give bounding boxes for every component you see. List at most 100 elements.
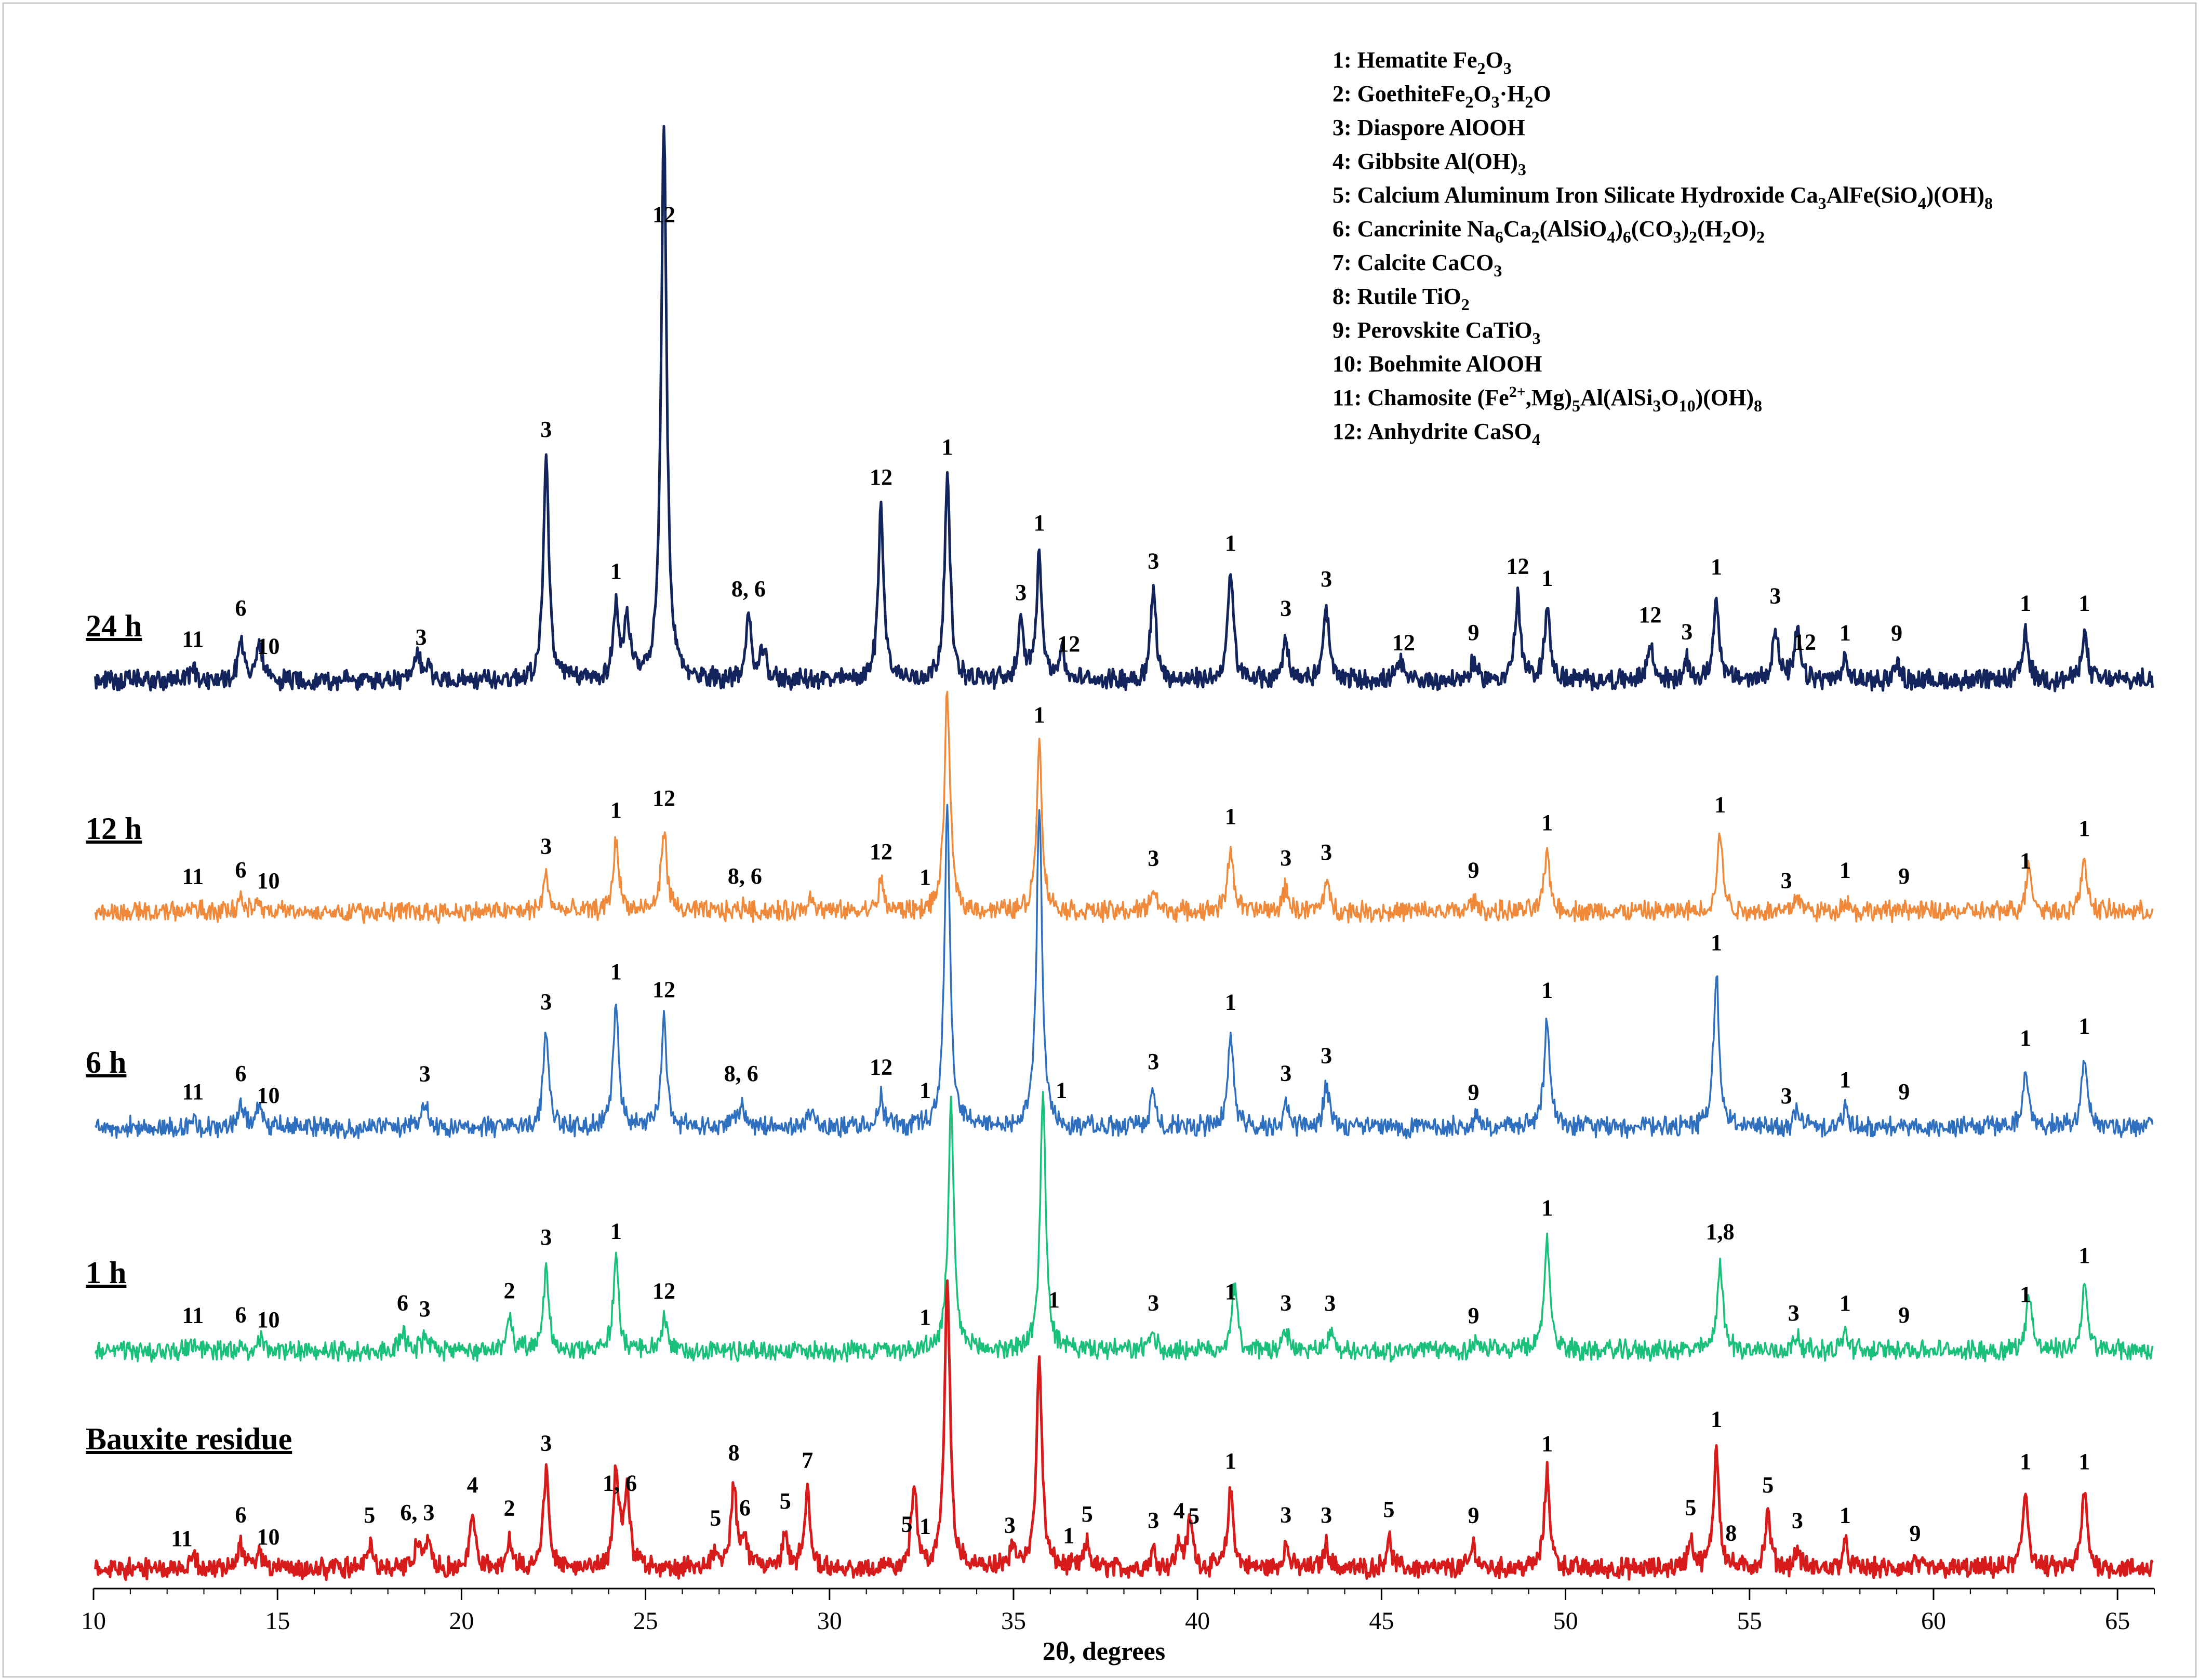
peak-label: 1 [1840, 1067, 1851, 1092]
peak-label: 6 [235, 1302, 246, 1328]
peak-label: 3 [1781, 868, 1792, 894]
peak-label: 1 [1034, 702, 1045, 727]
peak-label: 9 [1468, 1303, 1480, 1328]
legend-entry: 12: Anhydrite CaSO4 [1332, 419, 1540, 449]
legend-entry: 4: Gibbsite Al(OH)3 [1332, 149, 1526, 179]
peak-label: 1 [2020, 1449, 2031, 1474]
peak-label: 12 [652, 977, 675, 1002]
x-tick-label: 25 [633, 1607, 658, 1635]
peak-label: 12 [652, 785, 675, 811]
series-line-24-h [94, 125, 2154, 692]
peak-label: 12 [1639, 602, 1662, 628]
peak-label: 9 [1468, 1502, 1480, 1528]
peak-label: 8, 6 [724, 1061, 758, 1086]
peak-label: 11 [182, 626, 204, 651]
sample-label: 1 h [86, 1256, 126, 1290]
legend-entry: 3: Diaspore AlOOH [1332, 115, 1525, 140]
peak-label: 9 [1898, 863, 1910, 889]
x-tick-label: 60 [1921, 1607, 1946, 1635]
legend-entry: 5: Calcium Aluminum Iron Silicate Hydrox… [1332, 182, 1993, 212]
peak-label: 5 [1383, 1497, 1395, 1522]
peak-label: 8 [728, 1440, 740, 1465]
peak-label: 3 [1681, 619, 1692, 644]
peak-label: 3 [1280, 1290, 1291, 1316]
peak-label: 3 [1321, 566, 1332, 592]
legend-entry: 9: Perovskite CaTiO3 [1332, 317, 1541, 348]
peak-label: 1 [2078, 591, 2090, 616]
peak-label: 6 [739, 1495, 751, 1521]
peak-label: 5 [710, 1505, 721, 1531]
peak-label: 1 [2020, 1025, 2031, 1051]
peak-label: 11 [182, 863, 204, 889]
x-tick-label: 35 [1001, 1607, 1026, 1635]
peak-label: 1, 6 [603, 1471, 637, 1496]
peak-label: 3 [1015, 580, 1027, 605]
peak-label: 1 [1840, 1502, 1851, 1528]
x-axis-title: 2θ, degrees [1043, 1636, 1165, 1665]
peak-label: 1 [2020, 1282, 2031, 1307]
peak-label: 10 [257, 634, 280, 659]
peak-label: 5 [1082, 1501, 1093, 1527]
peak-label: 1 [1048, 1287, 1060, 1313]
peak-label: 3 [1280, 845, 1291, 871]
peak-label: 2 [504, 1496, 515, 1521]
peak-label: 10 [257, 868, 280, 894]
peak-label: 3 [1148, 1508, 1159, 1533]
series-line-12-h [94, 690, 2154, 924]
series-layer [94, 125, 2154, 1581]
peak-label: 9 [1468, 858, 1480, 883]
peak-label: 12 [1793, 630, 1816, 655]
peak-label: 6 [235, 857, 246, 883]
peak-label: 1 [1225, 1279, 1236, 1304]
peak-label: 1 [2078, 1243, 2090, 1268]
peak-label: 3 [1781, 1083, 1792, 1109]
sample-label: 6 h [86, 1045, 126, 1079]
peak-label: 3 [1769, 583, 1781, 609]
peak-label: 1 [1714, 792, 1726, 817]
peak-label: 1 [1056, 1078, 1067, 1103]
peak-label: 3 [1280, 595, 1291, 621]
peak-label: 1 [919, 864, 931, 890]
peak-label: 5 [780, 1488, 791, 1514]
peak-label: 3 [1792, 1508, 1803, 1533]
peak-label: 3 [1148, 845, 1159, 871]
peak-label: 5 [364, 1502, 375, 1528]
x-tick-label: 15 [265, 1607, 290, 1635]
peak-label: 3 [540, 989, 552, 1015]
peak-label: 1 [610, 797, 622, 823]
x-tick-label: 65 [2105, 1607, 2130, 1635]
sample-label: Bauxite residue [86, 1422, 292, 1456]
peak-label: 3 [1321, 1043, 1332, 1069]
peak-label: 8, 6 [728, 863, 762, 889]
peak-label: 3 [419, 1296, 431, 1322]
peak-label: 3 [1004, 1512, 1016, 1538]
x-tick-label: 55 [1737, 1607, 1762, 1635]
peak-label: 1 [919, 1304, 931, 1330]
peak-label: 7 [802, 1448, 813, 1473]
peak-label: 1 [1225, 989, 1236, 1015]
peak-label: 1 [942, 434, 953, 460]
peak-label: 6 [235, 1061, 246, 1086]
peak-label: 1 [610, 558, 622, 584]
peak-label: 6 [235, 1502, 246, 1528]
peak-label: 12 [652, 1278, 675, 1303]
peak-label: 3 [416, 624, 427, 650]
peak-label: 1 [2078, 1449, 2090, 1474]
peak-label: 5 [1188, 1503, 1200, 1529]
peak-label: 3 [1148, 1290, 1159, 1316]
peak-label: 12 [1057, 631, 1080, 657]
peak-label: 10 [257, 1524, 280, 1550]
peak-label: 1 [1711, 554, 1722, 580]
series-line-bauxite-residue [94, 1279, 2154, 1581]
peak-label: 5 [1685, 1495, 1696, 1520]
peak-label: 4 [1174, 1498, 1185, 1524]
legend: 1: Hematite Fe2O3 2: GoethiteFe2O3·H2O 3: … [1332, 47, 1993, 449]
peak-label: 1 [1711, 1406, 1722, 1432]
legend-entry: 6: Cancrinite Na6Ca2(AlSiO4)6(CO3)2(H2O)… [1332, 216, 1765, 246]
peak-label: 3 [1321, 839, 1332, 865]
peak-label: 9 [1898, 1302, 1910, 1328]
series-line-1-h [94, 1090, 2154, 1363]
peak-label: 1 [1541, 1195, 1553, 1220]
peak-label: 6 [397, 1290, 408, 1316]
